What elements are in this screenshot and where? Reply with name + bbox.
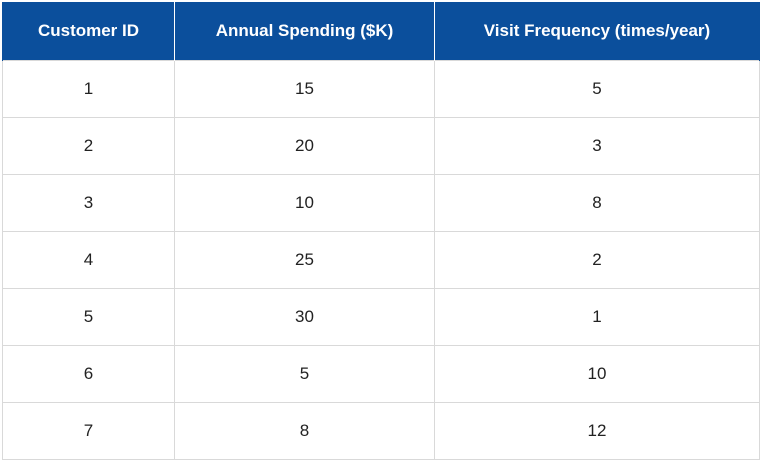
cell-customer-id: 1: [2, 59, 175, 118]
table-row: 3 10 8: [2, 173, 760, 232]
cell-annual-spending: 8: [174, 401, 435, 460]
table-row: 6 5 10: [2, 344, 760, 403]
column-header-visit-frequency: Visit Frequency (times/year): [434, 2, 760, 60]
cell-customer-id: 6: [2, 344, 175, 403]
cell-visit-frequency: 3: [434, 116, 760, 175]
cell-visit-frequency: 10: [434, 344, 760, 403]
cell-visit-frequency: 2: [434, 230, 760, 289]
header-row: Customer ID Annual Spending ($K) Visit F…: [2, 2, 760, 60]
cell-customer-id: 7: [2, 401, 175, 460]
table-row: 4 25 2: [2, 230, 760, 289]
cell-visit-frequency: 12: [434, 401, 760, 460]
cell-annual-spending: 10: [174, 173, 435, 232]
cell-customer-id: 4: [2, 230, 175, 289]
cell-customer-id: 3: [2, 173, 175, 232]
cell-customer-id: 2: [2, 116, 175, 175]
cell-customer-id: 5: [2, 287, 175, 346]
table-row: 5 30 1: [2, 287, 760, 346]
cell-annual-spending: 30: [174, 287, 435, 346]
table-row: 7 8 12: [2, 401, 760, 460]
cell-annual-spending: 25: [174, 230, 435, 289]
table-header: Customer ID Annual Spending ($K) Visit F…: [2, 2, 760, 60]
cell-visit-frequency: 8: [434, 173, 760, 232]
table-body: 1 15 5 2 20 3 3 10 8 4 25 2 5 30: [2, 59, 760, 460]
column-header-customer-id: Customer ID: [2, 2, 175, 60]
column-header-annual-spending: Annual Spending ($K): [174, 2, 435, 60]
cell-visit-frequency: 1: [434, 287, 760, 346]
table-row: 1 15 5: [2, 59, 760, 118]
cell-annual-spending: 15: [174, 59, 435, 118]
cell-annual-spending: 5: [174, 344, 435, 403]
table-row: 2 20 3: [2, 116, 760, 175]
cell-annual-spending: 20: [174, 116, 435, 175]
cell-visit-frequency: 5: [434, 59, 760, 118]
